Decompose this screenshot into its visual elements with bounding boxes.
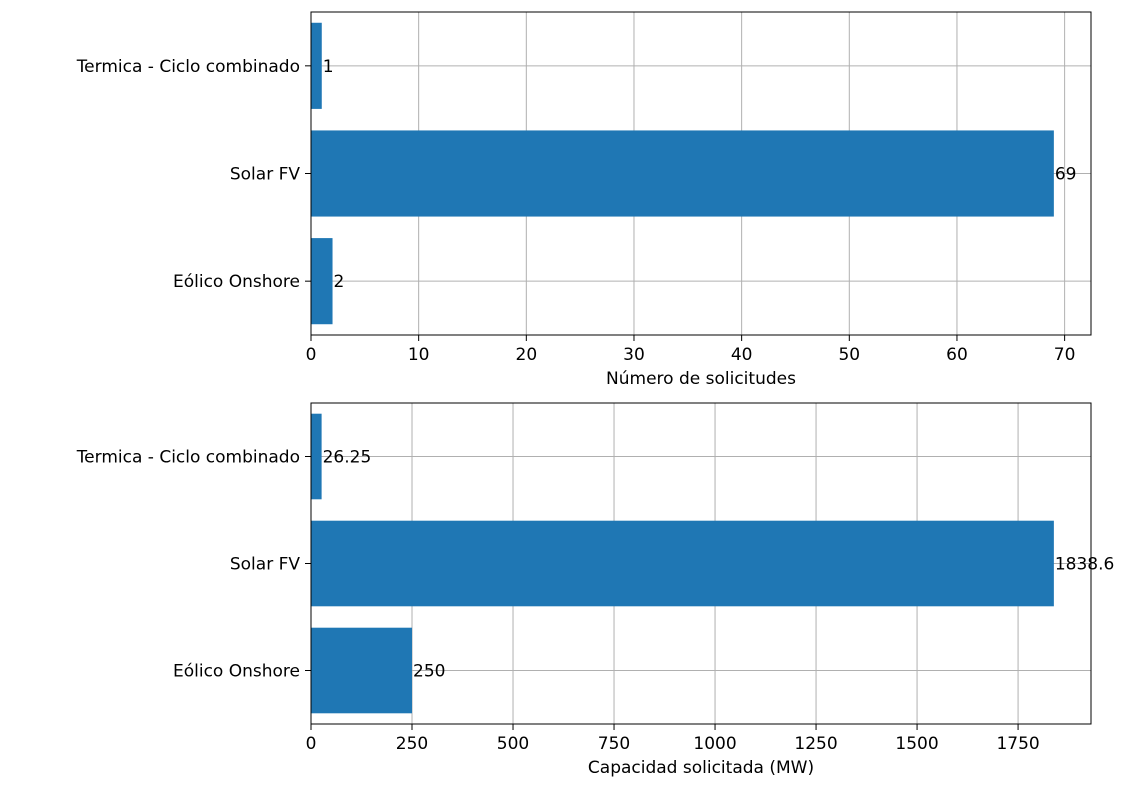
data-label: 1 xyxy=(323,57,334,77)
x-tick-label: 0 xyxy=(306,345,317,365)
x-tick-label: 500 xyxy=(497,734,529,754)
x-tick-label: 70 xyxy=(1054,345,1076,365)
bar xyxy=(311,520,1054,607)
bar xyxy=(311,627,413,714)
data-label: 69 xyxy=(1055,165,1077,185)
x-tick-label: 0 xyxy=(306,734,317,754)
data-label: 2 xyxy=(334,272,345,292)
y-tick-label: Solar FV xyxy=(230,165,301,185)
data-label: 1838.6 xyxy=(1055,555,1114,575)
x-tick-label: 30 xyxy=(623,345,645,365)
x-tick-label: 1000 xyxy=(693,734,736,754)
bar xyxy=(311,413,322,500)
data-label: 250 xyxy=(413,662,445,682)
bar xyxy=(311,130,1054,217)
x-axis-label: Número de solicitudes xyxy=(606,369,796,389)
x-tick-label: 1500 xyxy=(895,734,938,754)
x-tick-label: 50 xyxy=(838,345,860,365)
x-tick-label: 20 xyxy=(516,345,538,365)
y-tick-label: Termica - Ciclo combinado xyxy=(76,448,300,468)
y-tick-label: Termica - Ciclo combinado xyxy=(76,57,300,77)
x-tick-label: 1250 xyxy=(794,734,837,754)
x-tick-label: 750 xyxy=(598,734,630,754)
data-label: 26.25 xyxy=(323,448,372,468)
bar xyxy=(311,238,333,325)
y-tick-label: Solar FV xyxy=(230,555,301,575)
y-tick-label: Eólico Onshore xyxy=(173,272,300,292)
chart-2: 250 1838.6 26.25 0 250 500 750 1000 1250 1500 1750… xyxy=(76,402,1114,778)
x-axis-label: Capacidad solicitada (MW) xyxy=(588,758,814,778)
y-tick-label: Eólico Onshore xyxy=(173,662,300,682)
x-tick-label: 60 xyxy=(946,345,968,365)
x-tick-label: 10 xyxy=(408,345,430,365)
x-tick-label: 1750 xyxy=(996,734,1039,754)
x-tick-label: 40 xyxy=(731,345,753,365)
bar xyxy=(311,22,322,109)
x-tick-label: 250 xyxy=(396,734,428,754)
